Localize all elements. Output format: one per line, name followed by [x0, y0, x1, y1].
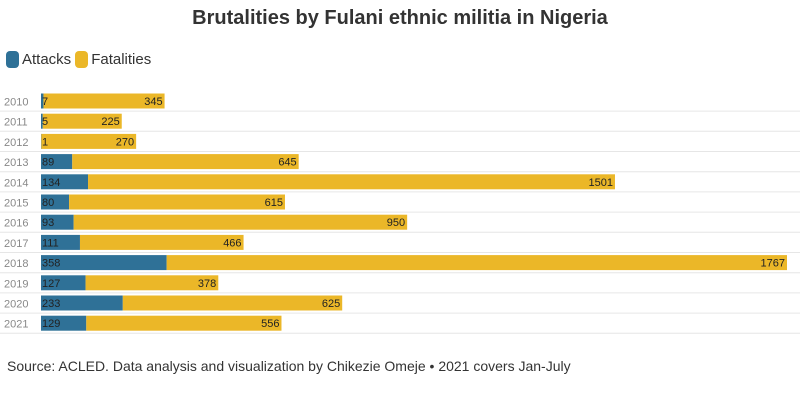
value-label-attacks-2021: 129 — [42, 318, 60, 330]
legend-item-fatalities[interactable]: Fatalities — [75, 50, 152, 68]
bar-fatalities-2012 — [41, 133, 137, 149]
value-label-fatalities-2018: 1767 — [761, 258, 785, 270]
bar-fatalities-2019 — [85, 275, 219, 291]
bar-attacks-2011 — [41, 113, 43, 129]
category-label-2018: 2018 — [4, 258, 28, 270]
value-label-attacks-2015: 80 — [42, 197, 54, 209]
category-label-2014: 2014 — [4, 177, 28, 189]
category-label-2019: 2019 — [4, 278, 28, 290]
bar-attacks-2021 — [41, 315, 87, 331]
category-label-2020: 2020 — [4, 299, 28, 311]
category-label-2010: 2010 — [4, 97, 28, 109]
category-label-2012: 2012 — [4, 137, 28, 149]
value-label-fatalities-2014: 1501 — [588, 177, 612, 189]
value-label-attacks-2018: 358 — [42, 258, 60, 270]
value-label-fatalities-2021: 556 — [261, 318, 279, 330]
legend-label-attacks: Attacks — [22, 50, 72, 68]
category-label-2021: 2021 — [4, 319, 28, 331]
value-label-fatalities-2017: 466 — [223, 237, 241, 249]
bar-fatalities-2018 — [166, 255, 787, 271]
category-label-2015: 2015 — [4, 198, 28, 210]
value-label-attacks-2019: 127 — [42, 278, 60, 290]
bar-attacks-2014 — [41, 174, 89, 190]
value-label-fatalities-2019: 378 — [198, 278, 216, 290]
bar-fatalities-2014 — [88, 174, 615, 190]
category-label-2011: 2011 — [4, 117, 28, 129]
bar-fatalities-2013 — [72, 154, 299, 170]
value-label-attacks-2010: 7 — [42, 96, 48, 108]
legend: Attacks Fatalities — [6, 49, 155, 69]
legend-label-fatalities: Fatalities — [91, 50, 152, 68]
value-label-attacks-2013: 89 — [42, 157, 54, 169]
legend-item-attacks[interactable]: Attacks — [6, 50, 72, 68]
value-label-attacks-2017: 111 — [42, 237, 59, 249]
bar-attacks-2020 — [41, 295, 123, 311]
value-label-attacks-2014: 134 — [42, 177, 60, 189]
bar-fatalities-2015 — [69, 194, 285, 210]
bar-attacks-2018 — [41, 255, 167, 271]
legend-swatch-attacks — [6, 50, 19, 68]
bar-fatalities-2011 — [42, 113, 122, 129]
value-label-fatalities-2016: 950 — [387, 217, 405, 229]
value-label-fatalities-2015: 615 — [265, 197, 283, 209]
value-label-fatalities-2013: 645 — [278, 157, 296, 169]
value-label-attacks-2016: 93 — [42, 217, 54, 229]
bar-fatalities-2010 — [43, 93, 165, 109]
source-note: Source: ACLED. Data analysis and visuali… — [7, 358, 571, 374]
legend-swatch-fatalities — [75, 50, 89, 68]
category-label-2017: 2017 — [4, 238, 28, 250]
bar-fatalities-2021 — [86, 315, 282, 331]
bar-attacks-2010 — [41, 93, 44, 109]
value-label-fatalities-2012: 270 — [116, 136, 134, 148]
bar-attacks-2017 — [41, 234, 80, 250]
value-label-attacks-2012: 1 — [42, 136, 48, 148]
chart-title: Brutalities by Fulani ethnic militia in … — [192, 7, 608, 29]
bar-chart: 2010 7 345 2011 5 225 2012 1 270 2013 89 645 2014 134… — [0, 93, 800, 334]
bar-fatalities-2016 — [73, 214, 408, 230]
value-label-fatalities-2020: 625 — [322, 298, 340, 310]
value-label-fatalities-2011: 225 — [101, 116, 119, 128]
bar-attacks-2013 — [41, 154, 73, 170]
bar-fatalities-2017 — [79, 234, 244, 250]
category-label-2016: 2016 — [4, 218, 28, 230]
value-label-attacks-2011: 5 — [42, 116, 48, 128]
bar-fatalities-2020 — [122, 295, 343, 311]
value-label-attacks-2020: 233 — [42, 298, 60, 310]
bar-attacks-2016 — [41, 214, 74, 230]
bar-attacks-2015 — [41, 194, 70, 210]
value-label-fatalities-2010: 345 — [144, 96, 162, 108]
category-label-2013: 2013 — [4, 157, 28, 169]
bar-attacks-2019 — [41, 275, 86, 291]
